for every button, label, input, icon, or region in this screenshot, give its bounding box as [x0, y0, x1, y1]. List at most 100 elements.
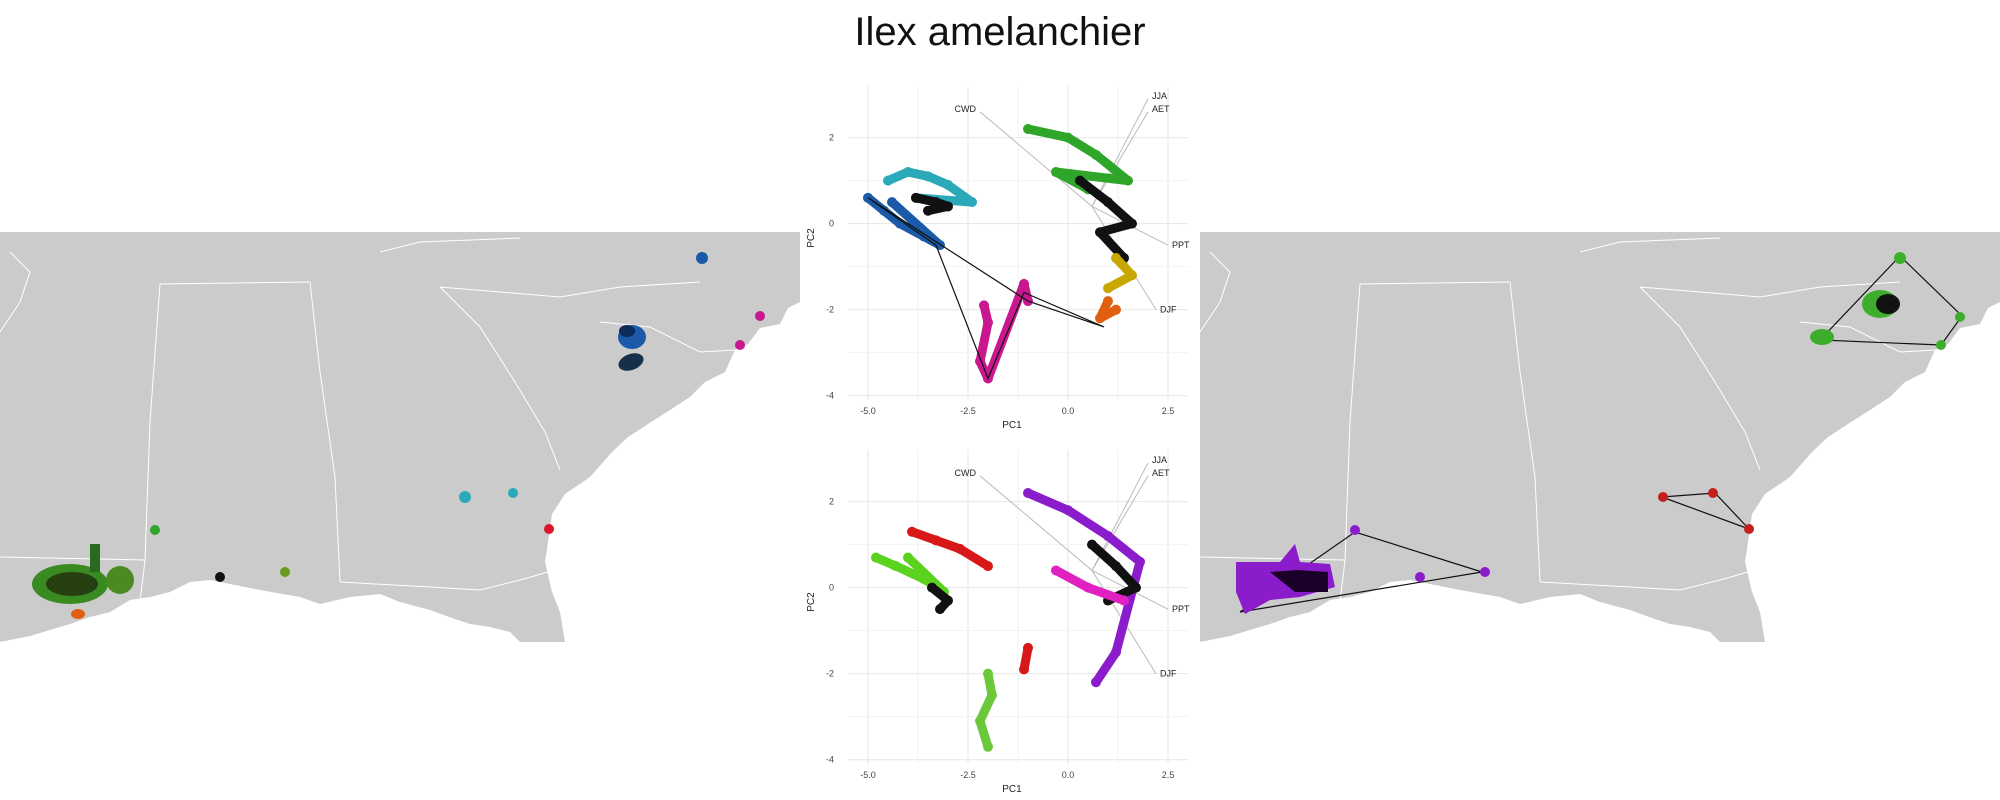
pca-point — [1083, 582, 1093, 593]
cluster-green-1 — [150, 525, 160, 535]
pca-top-axes: -5.0 -2.5 0.0 2.5 2 0 -2 -4 — [826, 133, 1174, 416]
cluster-blue-top — [696, 252, 708, 264]
pca-cluster — [1019, 642, 1033, 675]
pca-point — [1111, 561, 1121, 572]
pca-bottom-ylabel: PC2 — [806, 592, 817, 612]
pca-point — [887, 197, 897, 208]
pca-point — [1019, 664, 1029, 675]
pca-point — [943, 179, 953, 190]
pca-point — [907, 526, 917, 537]
pca-cluster — [911, 192, 953, 216]
cluster-black-ne — [1876, 294, 1900, 314]
pca-point — [1023, 488, 1033, 499]
pca-cluster — [871, 552, 949, 597]
pca-cluster-band — [911, 193, 953, 216]
pca-point — [1111, 304, 1121, 315]
cluster-black-1 — [215, 572, 225, 582]
cluster-purple-west-dark — [1270, 570, 1328, 592]
cluster-west-texas-stem — [90, 544, 100, 572]
cluster-green-ne-top — [1894, 252, 1906, 264]
pca-point — [983, 317, 993, 328]
pca-point — [1111, 647, 1121, 658]
x-tick-label: 0.0 — [1062, 406, 1075, 416]
loading-label-ppt: PPT — [1172, 604, 1190, 614]
pca-plot-bottom: JJA AET CWD PPT DJF -5.0 -2.5 0.0 2.5 2 0 -2 -4 PC1… — [806, 450, 1190, 795]
cluster-green-ne-left — [1810, 329, 1834, 345]
cluster-west-texas-right — [106, 566, 134, 594]
pca-cluster — [907, 526, 993, 572]
pca-cluster-band — [907, 527, 993, 571]
cluster-red-1 — [544, 524, 554, 534]
pca-point — [1095, 227, 1105, 238]
y-tick-label: -2 — [826, 305, 834, 315]
pca-point — [1023, 642, 1033, 653]
pca-point — [983, 741, 993, 752]
figure-title: Ilex amelanchier — [854, 10, 1146, 54]
pca-bottom-axes: -5.0 -2.5 0.0 2.5 2 0 -2 -4 — [826, 497, 1174, 780]
cluster-green-ne-right — [1955, 312, 1965, 322]
left-range-map — [0, 232, 800, 642]
x-tick-label: -2.5 — [960, 406, 976, 416]
cluster-magenta-1 — [755, 311, 765, 321]
pca-point — [1091, 677, 1101, 688]
y-tick-label: 2 — [829, 497, 834, 507]
y-tick-label: 2 — [829, 133, 834, 143]
loading-label-cwd: CWD — [955, 104, 977, 114]
pca-cluster — [1075, 175, 1137, 264]
pca-point — [1075, 175, 1085, 186]
y-tick-label: -4 — [826, 755, 834, 765]
loading-label-aet: AET — [1152, 104, 1170, 114]
pca-top-ylabel: PC2 — [806, 228, 817, 248]
cluster-green-2 — [280, 567, 290, 577]
pca-point — [943, 201, 953, 212]
pca-point — [927, 582, 937, 593]
y-tick-label: 0 — [829, 583, 834, 593]
pca-point — [1119, 595, 1129, 606]
pca-point — [1051, 167, 1061, 178]
pca-point — [1103, 283, 1113, 294]
cluster-purple-3 — [1480, 567, 1490, 577]
cluster-red-a — [1658, 492, 1668, 502]
pca-cluster-band — [975, 669, 997, 752]
pca-cluster-band — [1075, 176, 1137, 263]
pca-point — [931, 197, 941, 208]
x-tick-label: 2.5 — [1162, 406, 1175, 416]
right-range-map — [1200, 232, 2000, 642]
pca-point — [1103, 296, 1113, 307]
pca-point — [967, 197, 977, 208]
pca-cluster-band — [1023, 488, 1145, 687]
pca-top-hull — [867, 197, 1105, 381]
loading-vector-aet — [1091, 111, 1149, 207]
pca-point — [903, 552, 913, 563]
pca-point — [1103, 197, 1113, 208]
pca-point — [1095, 313, 1105, 324]
pca-bottom-xlabel: PC1 — [1002, 784, 1022, 795]
pca-top-points — [863, 124, 1137, 384]
hull-mid — [1661, 492, 1750, 530]
pca-cluster — [927, 582, 953, 615]
pca-cluster — [1023, 488, 1145, 688]
pca-point — [1111, 253, 1121, 264]
x-tick-label: -5.0 — [860, 770, 876, 780]
pca-point — [1091, 149, 1101, 160]
pca-point — [975, 715, 985, 726]
pca-point — [903, 167, 913, 178]
pca-point — [919, 574, 929, 585]
state-borders-right — [1200, 237, 1936, 603]
cluster-dark-blue-core — [619, 325, 635, 337]
pca-point — [1123, 175, 1133, 186]
pca-cluster — [1051, 565, 1129, 606]
pca-cluster — [1103, 253, 1137, 294]
cluster-purple-1 — [1350, 525, 1360, 535]
cluster-purple-2 — [1415, 572, 1425, 582]
x-tick-label: -2.5 — [960, 770, 976, 780]
cluster-west-texas-orange — [71, 609, 85, 619]
pca-point — [979, 300, 989, 311]
loading-label-ppt: PPT — [1172, 240, 1190, 250]
pca-point — [1023, 124, 1033, 135]
cluster-black-main — [618, 353, 644, 371]
pca-point — [983, 668, 993, 679]
pca-bottom-grid — [848, 450, 1188, 764]
pca-point — [891, 561, 901, 572]
pca-point — [923, 171, 933, 182]
